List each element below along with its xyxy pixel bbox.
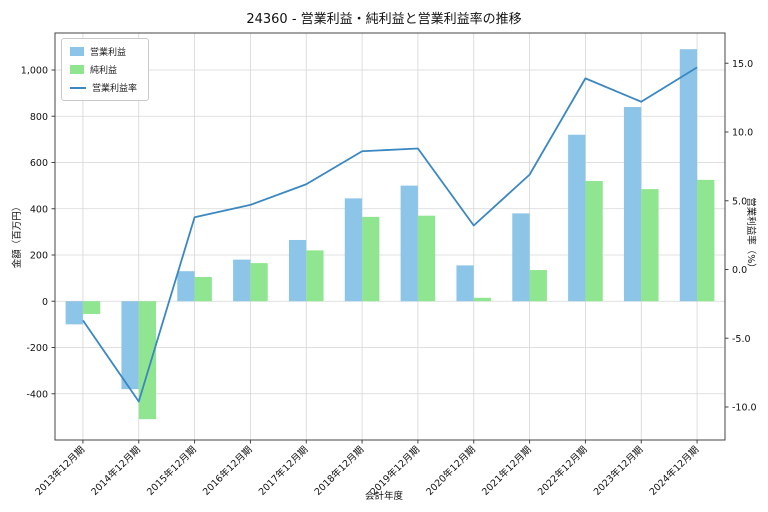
legend-swatch-net-profit [70,65,84,74]
y-tick-right: 5.0 [732,196,747,207]
bar-1 [138,301,157,420]
y-tick-right: -10.0 [732,403,757,414]
bar-1 [250,263,268,302]
bar-1 [641,189,659,302]
x-tick: 2014年12月期 [89,444,143,498]
x-tick: 2024年12月期 [647,444,701,498]
bar-0 [568,134,586,302]
bar-1 [585,181,603,302]
legend-item-operating-margin: 営業利益率 [70,81,137,94]
bar-1 [697,179,715,302]
y-tick-left: 400 [30,204,48,215]
bar-0 [177,271,195,302]
y-tick-left: -400 [26,389,48,400]
legend-item-operating-profit: 営業利益 [70,45,137,58]
y-tick-left: 0 [42,297,48,308]
legend-label: 営業利益率 [92,84,138,94]
bar-0 [65,301,83,325]
bar-1 [417,215,436,302]
y-axis-label-right: 営業利益率（%） [745,197,756,273]
bar-1 [529,270,547,302]
bar-0 [456,265,474,302]
legend-label: 純利益 [90,66,118,76]
bar-0 [233,259,251,302]
legend-label: 営業利益 [90,48,127,58]
y-axis-label-left: 金額（百万円） [12,201,23,269]
legend-swatch-operating-profit [70,47,84,56]
bar-0 [512,213,530,302]
legend: 営業利益 純利益 営業利益率 [61,38,150,101]
bar-1 [306,250,324,302]
y-tick-left: 600 [30,158,48,169]
y-tick-right: 15.0 [732,59,753,70]
legend-item-net-profit: 純利益 [70,63,137,76]
y-tick-right: 0.0 [732,265,747,276]
chart-title: 24360 - 営業利益・純利益と営業利益率の推移 [246,12,522,27]
bar-1 [473,297,492,302]
bar-0 [623,107,642,302]
x-tick: 2013年12月期 [33,444,87,498]
bar-1 [194,276,212,302]
y-tick-left: 1,000 [21,66,48,77]
y-tick-left: 200 [30,251,48,262]
x-tick: 2023年12月期 [591,444,645,498]
bar-1 [82,301,101,314]
bar-0 [679,49,698,302]
bar-1 [362,216,380,302]
y-tick-right: -5.0 [732,334,751,345]
bar-0 [400,185,418,302]
bar-0 [344,198,363,302]
bar-0 [121,301,139,390]
y-tick-left: -200 [26,343,48,354]
margin-line [82,66,698,403]
legend-swatch-operating-margin [70,86,86,89]
x-axis-label: 会計年度 [364,491,403,502]
y-tick-right: 10.0 [732,128,753,139]
bar-0 [288,239,307,302]
y-tick-left: 800 [30,112,48,123]
